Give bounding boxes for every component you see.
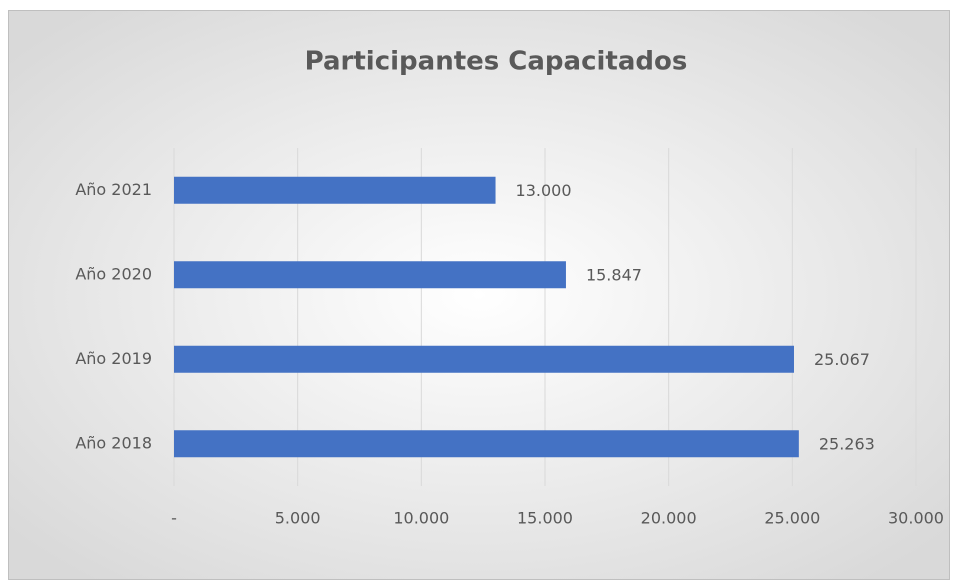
value-label: 13.000 (516, 181, 572, 200)
bar (174, 430, 799, 458)
bar (174, 261, 566, 289)
y-tick-label: Año 2020 (75, 264, 152, 283)
x-tick-label: - (171, 509, 177, 528)
value-label: 25.067 (814, 350, 870, 369)
y-tick-label: Año 2019 (75, 349, 152, 368)
y-tick-label: Año 2018 (75, 433, 152, 452)
x-tick-label: 15.000 (517, 509, 573, 528)
x-tick-label: 30.000 (888, 509, 944, 528)
x-tick-label: 20.000 (641, 509, 697, 528)
x-tick-label: 10.000 (393, 509, 449, 528)
bar (174, 176, 496, 204)
chart-frame (8, 10, 950, 580)
value-label: 25.263 (819, 434, 875, 453)
y-tick-label: Año 2021 (75, 180, 152, 199)
value-label: 15.847 (586, 265, 642, 284)
chart-title: Participantes Capacitados (305, 47, 688, 77)
x-tick-label: 5.000 (275, 509, 321, 528)
x-tick-label: 25.000 (764, 509, 820, 528)
bar (174, 345, 794, 373)
